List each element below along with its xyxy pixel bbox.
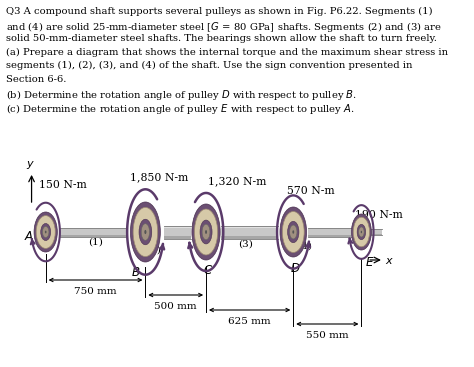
Ellipse shape — [36, 215, 55, 248]
Text: 625 mm: 625 mm — [228, 317, 271, 326]
Text: solid 50-mm-diameter steel shafts. The bearings shown allow the shaft to turn fr: solid 50-mm-diameter steel shafts. The b… — [6, 34, 437, 43]
Ellipse shape — [43, 226, 49, 237]
Ellipse shape — [290, 225, 297, 239]
Ellipse shape — [145, 230, 146, 234]
Bar — [59, 228, 127, 236]
Text: $x$: $x$ — [385, 256, 394, 266]
Ellipse shape — [192, 204, 220, 260]
Text: Section 6-6.: Section 6-6. — [6, 75, 66, 84]
Text: $y$: $y$ — [26, 159, 35, 171]
Bar — [371, 229, 382, 235]
Text: 1,320 N-m: 1,320 N-m — [208, 176, 266, 186]
Bar — [59, 235, 127, 236]
Text: (a) Prepare a diagram that shows the internal torque and the maximum shear stres: (a) Prepare a diagram that shows the int… — [6, 47, 448, 57]
Text: 150 N-m: 150 N-m — [39, 180, 87, 190]
Ellipse shape — [280, 207, 307, 257]
Bar — [59, 228, 127, 229]
Ellipse shape — [359, 227, 364, 237]
Text: $C$: $C$ — [202, 264, 213, 277]
Bar — [221, 236, 278, 239]
Ellipse shape — [41, 224, 51, 240]
Text: (b) Determine the rotation angle of pulley $D$ with respect to pulley $B$.: (b) Determine the rotation angle of pull… — [6, 88, 357, 102]
Ellipse shape — [194, 209, 218, 255]
Text: (c) Determine the rotation angle of pulley $E$ with respect to pulley $A$.: (c) Determine the rotation angle of pull… — [6, 102, 355, 116]
Ellipse shape — [200, 220, 212, 244]
Text: 570 N-m: 570 N-m — [287, 186, 334, 196]
Text: $D$: $D$ — [290, 262, 300, 275]
Text: (4): (4) — [298, 241, 312, 251]
Text: 500 mm: 500 mm — [155, 302, 197, 311]
Text: $B$: $B$ — [131, 266, 140, 279]
Bar — [308, 228, 351, 229]
Text: 550 mm: 550 mm — [306, 331, 349, 340]
Ellipse shape — [351, 214, 371, 250]
Bar — [371, 229, 382, 230]
Ellipse shape — [34, 212, 57, 252]
Text: 190 N-m: 190 N-m — [355, 210, 402, 220]
Bar — [308, 235, 351, 236]
Ellipse shape — [205, 230, 207, 234]
Ellipse shape — [139, 219, 152, 245]
Ellipse shape — [45, 230, 46, 233]
Text: segments (1), (2), (3), and (4) of the shaft. Use the sign convention presented : segments (1), (2), (3), and (4) of the s… — [6, 61, 412, 70]
Text: $A$: $A$ — [24, 230, 34, 243]
Bar — [164, 236, 191, 239]
Bar — [308, 228, 351, 236]
Text: $E$: $E$ — [365, 256, 374, 269]
Ellipse shape — [361, 231, 362, 233]
Ellipse shape — [357, 224, 365, 240]
Text: (3): (3) — [237, 240, 253, 248]
Text: 1,850 N-m: 1,850 N-m — [130, 172, 189, 182]
Ellipse shape — [202, 224, 210, 240]
Ellipse shape — [133, 207, 158, 257]
Bar — [164, 225, 191, 228]
Ellipse shape — [130, 202, 160, 262]
Text: Q3 A compound shaft supports several pulleys as shown in Fig. P6.22. Segments (1: Q3 A compound shaft supports several pul… — [6, 7, 432, 16]
Ellipse shape — [292, 230, 294, 234]
Ellipse shape — [353, 217, 370, 247]
Text: (1): (1) — [88, 237, 103, 247]
Bar — [371, 234, 382, 235]
Ellipse shape — [288, 221, 299, 243]
Text: and (4) are solid 25-mm-diameter steel [$G$ = 80 GPa] shafts. Segments (2) and (: and (4) are solid 25-mm-diameter steel [… — [6, 21, 442, 34]
Text: 750 mm: 750 mm — [74, 287, 117, 296]
Bar — [164, 225, 191, 239]
Ellipse shape — [283, 211, 304, 252]
Text: (2): (2) — [146, 246, 161, 254]
Ellipse shape — [141, 224, 149, 240]
Bar — [221, 225, 278, 239]
Bar — [221, 225, 278, 228]
